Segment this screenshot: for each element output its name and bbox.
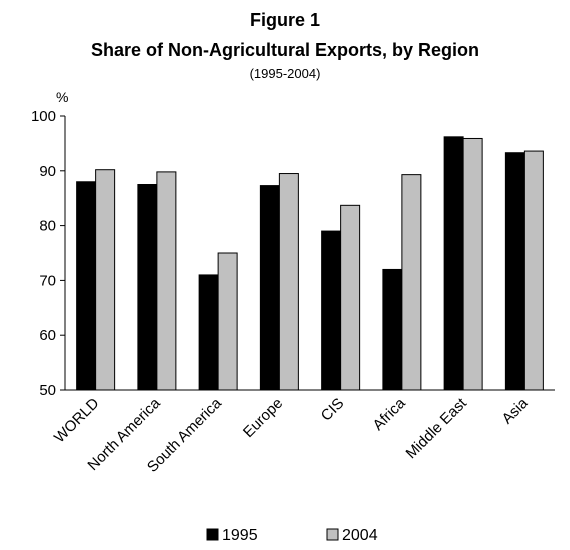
bar-2004-europe	[278, 173, 299, 391]
y-tick-label: 100	[31, 108, 56, 125]
legend-label-2004: 2004	[342, 527, 378, 544]
bar-group	[76, 136, 544, 391]
bar-1995-middle-east	[443, 136, 464, 391]
chart-legend: 1995 2004	[206, 527, 378, 544]
chart-title: Figure 1	[250, 10, 320, 30]
legend-label-1995: 1995	[222, 527, 258, 544]
bar-2004-middle-east	[462, 137, 483, 391]
bar-1995-south-america	[198, 274, 219, 391]
chart-period: (1995-2004)	[250, 66, 321, 81]
bar-1995-world	[76, 181, 97, 391]
x-tick-label: WORLD	[51, 395, 103, 447]
x-tick-label: Asia	[499, 394, 532, 427]
bar-2004-cis	[340, 204, 361, 391]
bar-2004-asia	[523, 150, 544, 391]
y-tick-label: 70	[39, 272, 56, 289]
bar-1995-north-america	[137, 184, 158, 391]
legend-swatch-1995	[206, 528, 219, 541]
bar-1995-cis	[321, 230, 342, 391]
chart-subtitle: Share of Non-Agricultural Exports, by Re…	[91, 40, 479, 60]
y-tick-label: 90	[39, 163, 56, 180]
x-tick-label: Europe	[240, 395, 286, 441]
bar-1995-europe	[259, 185, 280, 391]
x-tick-label: Africa	[370, 394, 410, 434]
x-tick-label: CIS	[318, 395, 348, 425]
bar-1995-africa	[382, 268, 403, 391]
y-tick-label: 60	[39, 327, 56, 344]
bar-2004-world	[95, 169, 116, 391]
bar-2004-south-america	[217, 252, 238, 391]
y-tick-label: 80	[39, 218, 56, 235]
y-axis-ticks: 50 60 70 80 90 100	[31, 108, 65, 399]
bar-2004-africa	[401, 174, 422, 391]
legend-swatch-2004	[326, 528, 339, 541]
bar-1995-asia	[504, 152, 525, 391]
x-tick-label: Middle East	[403, 394, 471, 462]
y-axis-label: %	[56, 89, 68, 105]
bar-2004-north-america	[156, 171, 177, 391]
y-tick-label: 50	[39, 382, 56, 399]
